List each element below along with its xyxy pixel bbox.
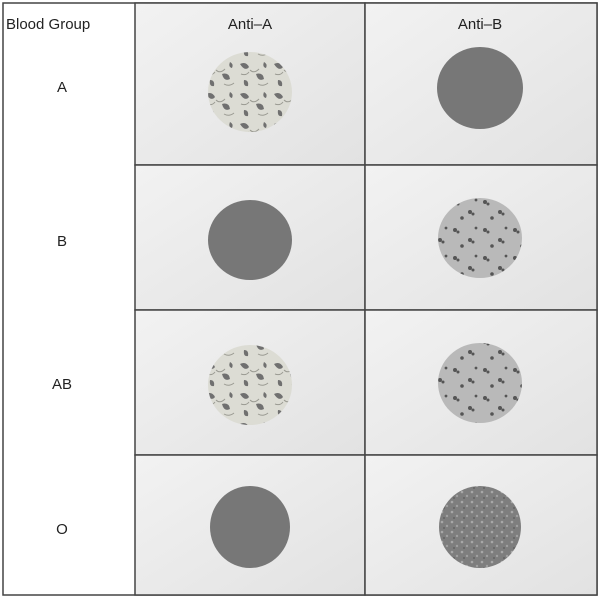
agglutinated-sample [438, 343, 522, 423]
agglutinated-sample [438, 198, 522, 278]
row-label: O [56, 521, 68, 538]
header-label: Blood Group [6, 16, 90, 33]
smooth-sample [208, 200, 292, 280]
agglutinated-sample [208, 52, 292, 132]
samples [208, 47, 523, 568]
smooth-sample [437, 47, 523, 129]
agglutinated-sample [208, 345, 292, 425]
header-label: Anti–A [228, 16, 272, 33]
mottled-sample [439, 486, 521, 568]
cells [134, 2, 598, 596]
smooth-sample [210, 486, 290, 568]
row-label: AB [52, 376, 72, 393]
row-label: B [57, 233, 67, 250]
row-label: A [57, 79, 67, 96]
header-label: Anti–B [458, 16, 502, 33]
